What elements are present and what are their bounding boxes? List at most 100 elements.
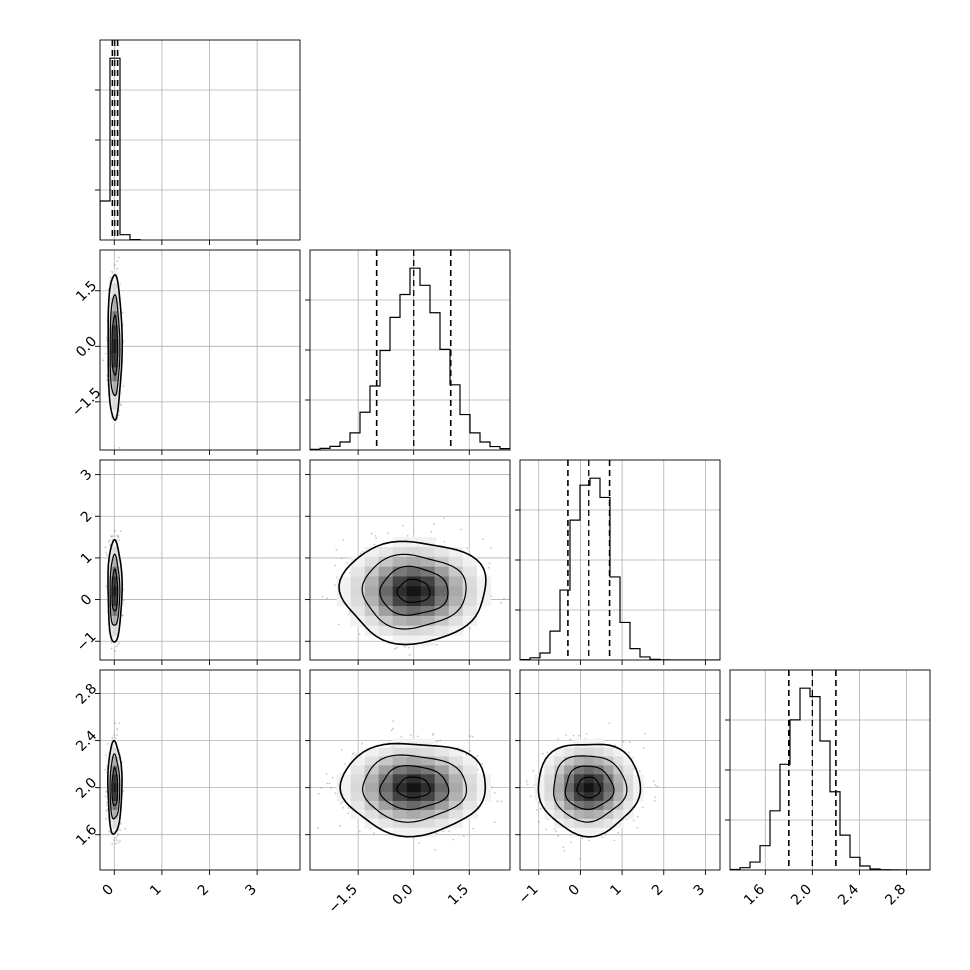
density-cell (420, 747, 436, 757)
density-cell (554, 783, 565, 793)
density-cell (564, 809, 575, 820)
scatter-point (644, 732, 646, 735)
density-cell (112, 367, 115, 382)
scatter-point (331, 776, 334, 779)
density-cell (110, 586, 112, 597)
density-cell (573, 827, 585, 837)
density-cell (593, 738, 604, 749)
density-cell (623, 765, 634, 775)
density-cell (350, 556, 366, 568)
scatter-point (119, 840, 121, 842)
density-cell (115, 747, 118, 757)
density-cell (593, 747, 604, 757)
scatter-point (112, 535, 114, 537)
density-cell (108, 606, 111, 617)
density-cell (406, 765, 422, 775)
scatter-point (122, 385, 125, 387)
density-cell (364, 566, 380, 577)
scatter-point (488, 562, 491, 564)
scatter-point (639, 770, 641, 773)
density-cell (573, 756, 585, 766)
panel-frame (519, 669, 721, 871)
density-cell (115, 774, 118, 784)
density-cell (119, 765, 122, 775)
density-cell (378, 818, 394, 829)
density-cell (111, 625, 114, 636)
density-cell (115, 606, 118, 617)
scatter-point (337, 623, 340, 626)
density-cell (116, 756, 119, 766)
scatter-point (106, 743, 109, 745)
density-cell (583, 827, 595, 837)
density-cell (114, 596, 116, 607)
scatter-point (124, 827, 126, 830)
density-cell (406, 576, 422, 587)
density-cell (114, 625, 116, 636)
density-cell (392, 774, 408, 784)
density-cell (434, 576, 450, 587)
scatter-point (431, 734, 434, 736)
density-cell (603, 809, 614, 820)
scatter-point (578, 734, 580, 737)
scatter-point (636, 815, 639, 818)
density-cell (420, 546, 436, 558)
density-cell (350, 809, 366, 820)
density-cell (420, 625, 436, 636)
density-cell (364, 809, 380, 820)
density-cell (118, 756, 120, 766)
density-cell (350, 615, 366, 627)
density-cell (406, 546, 422, 558)
contour-line (379, 565, 449, 616)
density-cell (110, 625, 112, 636)
scatter-point (358, 830, 361, 833)
density-cell (350, 566, 366, 577)
density-cell (420, 576, 436, 587)
scatter-point (369, 827, 372, 830)
scatter-point (563, 849, 566, 852)
density-cell (110, 596, 112, 607)
scatter-point (642, 747, 645, 749)
scatter-point (104, 769, 107, 771)
scatter-point (653, 799, 656, 802)
density-cell (114, 747, 116, 757)
density-cell (554, 747, 565, 757)
scatter-point (342, 539, 344, 541)
scatter-point (493, 821, 496, 824)
density-cell (564, 800, 575, 811)
density-cell (114, 297, 116, 312)
density-cell (111, 546, 114, 558)
scatter-point (113, 734, 115, 736)
scatter-point (465, 753, 468, 756)
density-cell (116, 765, 119, 775)
density-cell (378, 783, 394, 793)
density-cell (406, 586, 422, 597)
density-cell (573, 800, 585, 811)
density-cell (112, 556, 115, 568)
density-cell (406, 809, 422, 820)
density-cell (434, 818, 450, 829)
density-cell (119, 783, 122, 793)
density-cell (392, 827, 408, 837)
scatter-point (435, 643, 438, 646)
density-cell (119, 325, 122, 340)
density-cell (583, 818, 595, 829)
density-cell (112, 738, 115, 749)
scatter-point (392, 720, 395, 722)
density-cell (350, 792, 366, 802)
density-cell (111, 367, 114, 382)
scatter-point (562, 846, 565, 849)
density-cell (573, 738, 585, 749)
density-cell (112, 818, 115, 829)
scatter-point (542, 752, 544, 755)
density-cell (364, 747, 380, 757)
scatter-point (442, 830, 444, 832)
scatter-point (115, 645, 118, 648)
density-cell (392, 756, 408, 766)
density-cell (554, 756, 565, 766)
contour-line (111, 766, 119, 806)
scatter-point (525, 780, 528, 783)
scatter-point (361, 742, 363, 745)
histogram-step (310, 267, 510, 450)
scatter-point (436, 741, 438, 743)
scatter-point (374, 535, 377, 537)
